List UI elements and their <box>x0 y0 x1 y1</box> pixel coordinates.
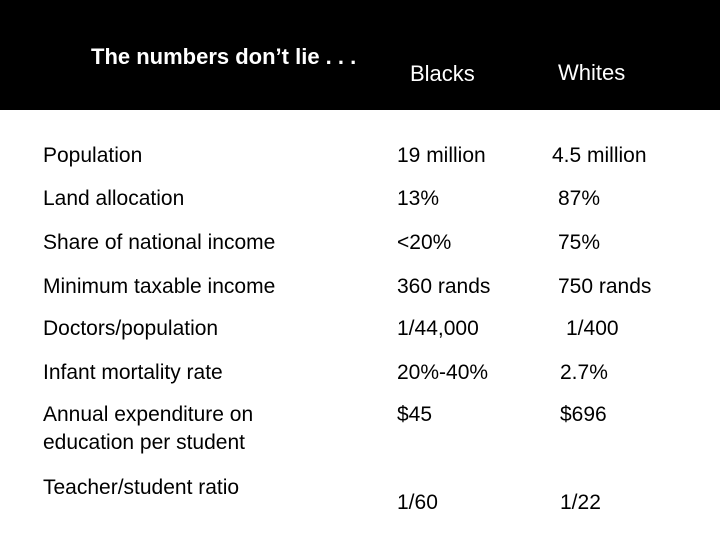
cell-whites: 1/22 <box>560 491 601 514</box>
cell-whites: 75% <box>558 231 601 254</box>
row-label: Land allocation <box>43 187 185 210</box>
cell-whites: $696 <box>560 403 607 426</box>
cell-whites: 750 rands <box>558 275 652 298</box>
cell-blacks: 1/60 <box>397 491 438 514</box>
row-label: Doctors/population <box>43 317 219 340</box>
cell-blacks: 1/44,000 <box>397 317 479 340</box>
cell-blacks: 20%-40% <box>397 361 489 384</box>
cell-blacks: $45 <box>397 403 433 426</box>
header-bar: The numbers don’t lie . . . Blacks White… <box>0 0 720 110</box>
cell-blacks: <20% <box>397 231 452 254</box>
cell-whites: 1/400 <box>566 317 619 340</box>
row-label: Infant mortality rate <box>43 361 223 384</box>
cell-blacks: 19 million <box>397 144 486 167</box>
cell-blacks: 13% <box>397 187 440 210</box>
row-label: Minimum taxable income <box>43 275 276 298</box>
column-header-blacks: Blacks <box>410 61 475 86</box>
row-label: Share of national income <box>43 231 276 254</box>
row-label: Population <box>43 144 143 167</box>
cell-whites: 87% <box>558 187 601 210</box>
row-label: Teacher/student ratio <box>43 476 240 499</box>
column-header-whites: Whites <box>558 60 626 85</box>
cell-blacks: 360 rands <box>397 275 491 298</box>
cell-whites: 4.5 million <box>552 144 647 167</box>
slide-title: The numbers don’t lie . . . <box>91 44 357 69</box>
cell-whites: 2.7% <box>560 361 608 384</box>
row-label: Annual expenditure on education per stud… <box>43 403 254 454</box>
